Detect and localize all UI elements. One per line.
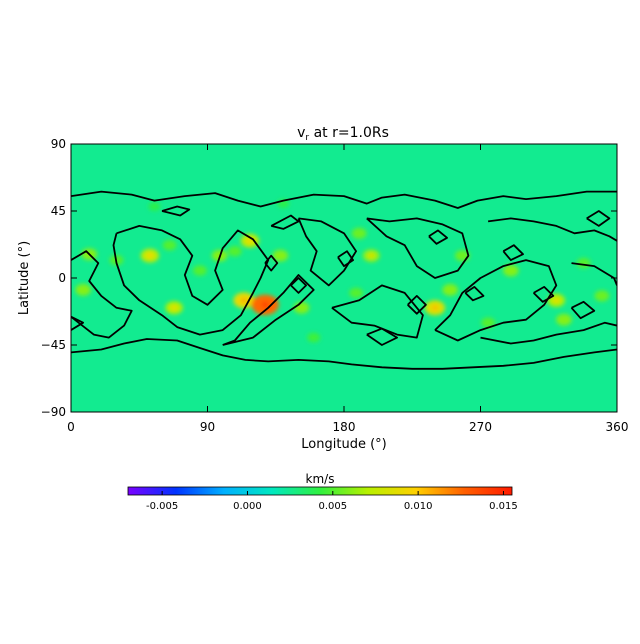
heatmap-hotspot	[227, 246, 242, 257]
contour-lines	[71, 190, 617, 370]
heatmap-hotspot-core	[171, 305, 178, 311]
x-tick-label: 180	[333, 420, 356, 434]
heatmap-hotspot-core	[262, 302, 269, 308]
contour-line	[366, 327, 398, 346]
heatmap-hotspot	[594, 290, 610, 302]
contour-line	[480, 321, 617, 345]
contour-line	[464, 286, 485, 302]
contour-line	[112, 225, 270, 336]
x-axis: 0 90 180 270 360	[67, 144, 628, 434]
colorbar-tick-label: 0.010	[404, 501, 433, 512]
colorbar-tick-label: -0.005	[146, 501, 178, 512]
chart-title: vr at r=1.0Rs	[297, 125, 389, 143]
contour-line	[434, 259, 558, 342]
heatmap-hotspot	[293, 301, 310, 314]
colorbar-tick-label: 0.005	[318, 501, 347, 512]
heatmap-hotspot-core	[368, 253, 375, 259]
y-tick-label: −90	[41, 405, 66, 419]
contour-line	[487, 217, 617, 242]
contour-line	[71, 338, 617, 370]
colorbar-tick-label: 0.015	[489, 501, 518, 512]
contour-line	[407, 295, 427, 315]
y-tick-label: 0	[58, 271, 66, 285]
x-tick-label: 0	[67, 420, 75, 434]
contour-line	[570, 300, 596, 320]
heatmap-hotspot-core	[553, 297, 560, 303]
heatmap-hotspot-core	[240, 297, 247, 303]
contour-line	[331, 284, 424, 339]
contour-line	[270, 214, 300, 230]
plot-area	[70, 143, 618, 413]
colorbar-ticks: -0.005 0.000 0.005 0.010 0.015	[146, 491, 518, 512]
contour-line	[222, 274, 315, 346]
heatmap-hotspot	[481, 317, 495, 328]
colorbar-tick-label: 0.000	[233, 501, 262, 512]
contour-line	[428, 229, 448, 245]
heatmap-hotspot	[349, 287, 364, 299]
colorbar-label: km/s	[306, 472, 335, 486]
x-tick-label: 360	[606, 420, 629, 434]
x-tick-label: 270	[469, 420, 492, 434]
contour-line	[161, 205, 191, 217]
contour-line	[297, 217, 357, 287]
x-axis-label: Longitude (°)	[301, 437, 386, 452]
contour-line	[290, 277, 307, 294]
heatmap-background	[71, 144, 617, 412]
heatmap-hotspot	[351, 227, 367, 239]
heatmap-hotspot	[148, 202, 161, 212]
heatmap-hotspot	[503, 264, 519, 277]
y-tick-label: 45	[51, 204, 66, 218]
heatmap-hotspot	[576, 257, 591, 269]
heatmap-hotspot-core	[246, 238, 253, 244]
contour-line	[264, 254, 279, 272]
contour-line	[571, 262, 617, 286]
colorbar-scale	[127, 486, 513, 496]
heatmap-hotspot-core	[146, 253, 153, 259]
heatmap-hotspot	[75, 284, 91, 296]
heatmap-hotspot-core	[432, 305, 438, 311]
heatmap-hotspot	[272, 249, 289, 262]
heatmap-hotspot	[556, 313, 572, 326]
y-tick-label: 90	[51, 137, 66, 151]
contour-line	[532, 286, 555, 303]
heatmap-hotspot	[442, 284, 458, 296]
y-tick-label: −45	[41, 338, 66, 352]
contour-line	[71, 250, 133, 339]
contour-line	[71, 315, 84, 331]
x-tick-label: 90	[200, 420, 215, 434]
heatmap-hotspot	[307, 332, 321, 343]
heatmap-hotspot	[162, 240, 177, 251]
contour-line	[71, 190, 617, 209]
contour-line	[337, 250, 354, 267]
contour-line	[366, 217, 470, 279]
y-axis: 90 45 0 −45 −90	[41, 137, 617, 419]
colorbar: km/s -0.005 0.000 0.005 0.010 0.015	[127, 472, 518, 512]
contour-line	[502, 244, 524, 261]
y-axis-label: Latitude (°)	[17, 241, 32, 315]
heatmap-hotspot	[193, 265, 207, 276]
contour-line	[586, 210, 611, 227]
